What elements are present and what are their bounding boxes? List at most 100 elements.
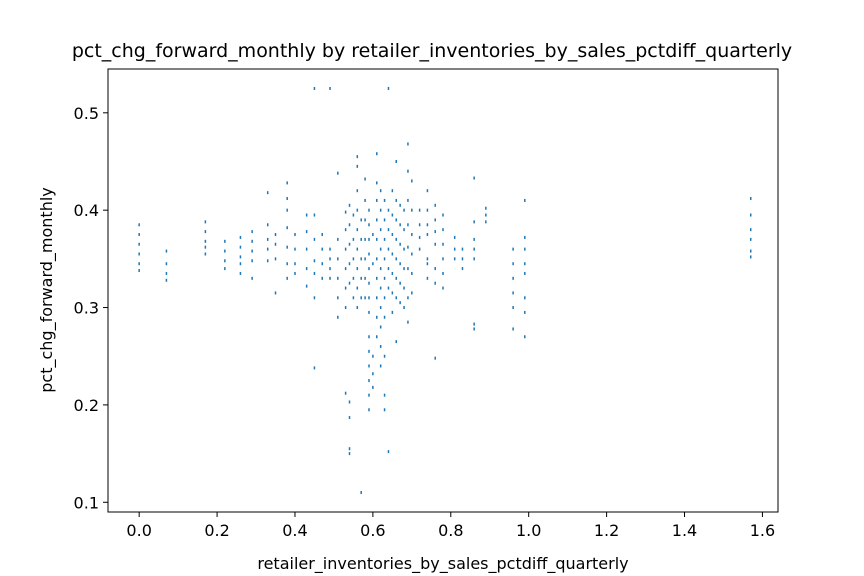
scatter-point — [395, 218, 398, 222]
scatter-point — [395, 237, 398, 241]
scatter-point — [376, 276, 378, 280]
scatter-point — [485, 220, 487, 224]
scatter-point — [251, 239, 253, 243]
scatter-point — [239, 245, 242, 249]
scatter-point — [356, 306, 359, 310]
scatter-point — [344, 286, 347, 290]
scatter-point — [368, 267, 370, 271]
scatter-point — [305, 267, 308, 271]
scatter-point — [266, 259, 269, 263]
scatter-point — [442, 228, 444, 232]
scatter-point — [512, 276, 514, 280]
scatter-point — [376, 335, 378, 339]
scatter-point — [294, 271, 296, 275]
scatter-point — [321, 233, 323, 237]
scatter-point — [372, 354, 374, 358]
scatter-point — [434, 203, 436, 207]
scatter-point — [453, 235, 456, 239]
scatter-point — [165, 271, 168, 275]
scatter-point — [411, 208, 413, 212]
scatter-point — [224, 249, 226, 253]
scatter-point — [383, 237, 386, 241]
scatter-point — [524, 198, 526, 202]
scatter-point — [224, 267, 226, 271]
scatter-point — [512, 327, 514, 331]
scatter-point — [379, 344, 382, 348]
scatter-point — [411, 179, 413, 183]
scatter-point — [224, 259, 226, 263]
scatter-point — [387, 450, 390, 454]
scatter-point — [376, 181, 378, 185]
scatter-point — [376, 315, 378, 319]
scatter-point — [379, 189, 382, 193]
scatter-point — [286, 208, 288, 212]
scatter-point — [411, 291, 413, 295]
scatter-point — [329, 247, 331, 251]
scatter-point — [321, 247, 323, 251]
scatter-point — [387, 286, 390, 290]
scatter-point — [418, 247, 421, 251]
scatter-point — [407, 223, 409, 227]
scatter-point — [418, 223, 421, 227]
scatter-point — [426, 223, 429, 227]
scatter-point — [337, 315, 339, 319]
scatter-point — [364, 218, 366, 222]
scatter-point — [442, 271, 444, 275]
scatter-point — [453, 257, 456, 261]
scatter-point — [305, 247, 308, 251]
scatter-point — [274, 291, 277, 295]
scatter-point — [337, 237, 339, 241]
scatter-point — [379, 364, 382, 368]
scatter-point — [383, 315, 386, 319]
scatter-point — [266, 247, 269, 251]
scatter-point — [337, 296, 339, 300]
scatter-point — [383, 354, 386, 358]
scatter-point — [442, 286, 444, 290]
scatter-point — [344, 228, 347, 232]
scatter-point — [434, 356, 436, 360]
scatter-point — [376, 237, 378, 241]
scatter-point — [356, 286, 359, 290]
scatter-point — [426, 262, 429, 266]
scatter-point — [348, 203, 351, 207]
scatter-point — [251, 230, 253, 234]
scatter-point — [485, 206, 487, 210]
scatter-point — [426, 208, 429, 212]
scatter-point — [461, 257, 464, 261]
scatter-point — [434, 267, 436, 271]
scatter-point — [395, 159, 398, 163]
scatter-point — [352, 213, 355, 217]
scatter-point — [337, 257, 339, 261]
scatter-point — [749, 237, 752, 241]
y-tick-label: 0.5 — [74, 104, 99, 123]
scatter-point — [749, 255, 752, 259]
scatter-point — [348, 242, 351, 246]
scatter-point — [524, 262, 526, 266]
x-axis-label: retailer_inventories_by_sales_pctdiff_qu… — [257, 554, 628, 574]
scatter-point — [313, 237, 316, 241]
scatter-point — [368, 393, 370, 397]
scatter-point — [399, 223, 401, 227]
scatter-point — [165, 262, 168, 266]
scatter-point — [329, 276, 331, 280]
scatter-point — [360, 491, 362, 495]
scatter-point — [524, 271, 526, 275]
scatter-point — [372, 233, 374, 237]
scatter-point — [387, 267, 390, 271]
scatter-point — [224, 239, 226, 243]
scatter-point — [364, 177, 366, 181]
scatter-point — [399, 203, 401, 207]
scatter-point — [407, 142, 409, 146]
x-tick-label: 0.6 — [360, 521, 385, 540]
scatter-point — [399, 262, 401, 266]
scatter-point — [305, 284, 308, 288]
y-tick-label: 0.2 — [74, 396, 99, 415]
scatter-point — [344, 391, 347, 395]
scatter-point — [749, 213, 752, 217]
scatter-point — [379, 228, 382, 232]
scatter-point — [749, 228, 752, 232]
scatter-point — [352, 257, 355, 261]
scatter-point — [356, 164, 359, 168]
x-tick-label: 0.8 — [438, 521, 463, 540]
scatter-point — [387, 86, 390, 90]
